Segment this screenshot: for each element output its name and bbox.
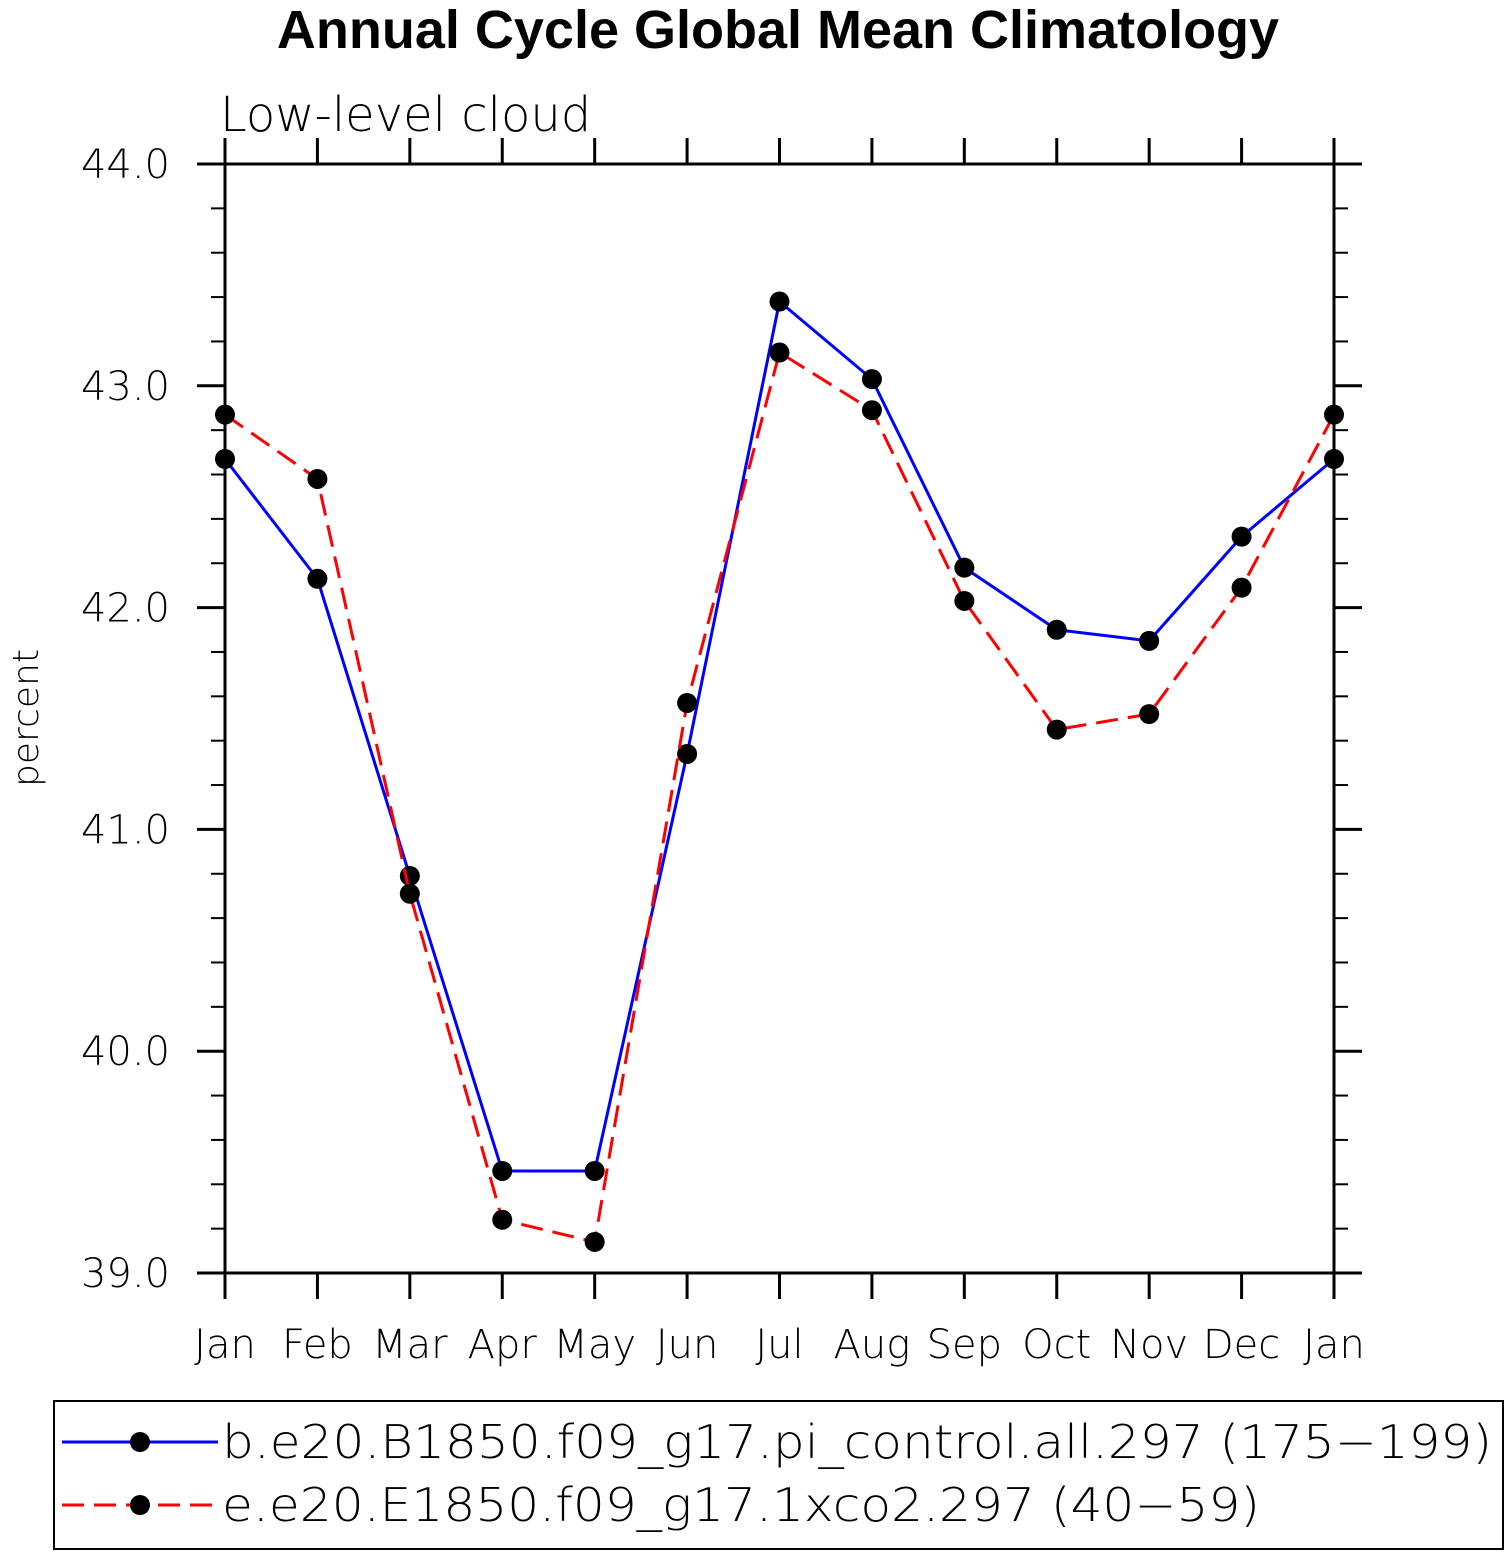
data-point	[861, 369, 882, 390]
legend: b.e20.B1850.f09_g17.pi_control.all.297 (…	[53, 1400, 1504, 1550]
y-tick-label: 44.0	[81, 142, 170, 188]
data-point	[584, 1231, 605, 1252]
chart-title: Annual Cycle Global Mean Climatology	[277, 0, 1279, 60]
x-tick-label: Sep	[927, 1322, 1002, 1368]
y-tick-label: 42.0	[81, 586, 170, 632]
x-tick-label: Mar	[372, 1322, 448, 1368]
data-point	[769, 291, 790, 312]
y-tick-labels: 39.0 40.0 41.0 42.0 43.0 44.0	[81, 142, 170, 1297]
data-point	[307, 568, 328, 589]
y-tick-label: 41.0	[81, 807, 170, 853]
legend-label-2: e.e20.E1850.f09_g17.1xco2.297 (40−59)	[222, 1478, 1260, 1532]
data-point	[1231, 526, 1252, 547]
data-point	[1139, 630, 1160, 651]
plot-frame	[223, 162, 1336, 1275]
x-tick-labels: Jan Feb Mar Apr May Jun Jul Aug Sep Oct Nov Dec Jan	[194, 1322, 1365, 1368]
data-point	[1139, 704, 1160, 725]
x-tick-label: Jun	[656, 1322, 719, 1368]
data-point	[399, 883, 420, 904]
x-tick-label: Oct	[1022, 1322, 1091, 1368]
x-tick-label: Apr	[468, 1322, 538, 1368]
legend-box	[53, 1400, 1504, 1550]
series-1	[215, 291, 1344, 1181]
axis-ticks	[197, 138, 1362, 1299]
x-tick-label: Jan	[194, 1322, 256, 1368]
x-tick-label: Nov	[1110, 1322, 1188, 1368]
y-tick-label: 39.0	[81, 1251, 170, 1297]
series-layer	[215, 291, 1344, 1252]
y-axis-label: percent	[6, 649, 47, 787]
data-point	[1231, 577, 1252, 598]
x-tick-label: Aug	[834, 1322, 911, 1368]
legend-marker-2	[130, 1495, 150, 1515]
series-line	[224, 350, 1336, 1244]
legend-items: b.e20.B1850.f09_g17.pi_control.all.297 (…	[62, 1415, 1492, 1532]
data-point	[954, 590, 975, 611]
data-point	[1046, 719, 1067, 740]
data-point	[584, 1160, 605, 1181]
data-point	[1046, 619, 1067, 640]
data-point	[677, 692, 698, 713]
legend-marker-1	[130, 1432, 150, 1452]
data-point	[492, 1160, 513, 1181]
series-line	[223, 298, 1335, 1173]
data-point	[769, 342, 790, 363]
data-point	[677, 743, 698, 764]
chart-subtitle: Low-level cloud	[220, 87, 591, 143]
legend-label-1: b.e20.B1850.f09_g17.pi_control.all.297 (…	[222, 1415, 1492, 1469]
x-tick-label: Dec	[1203, 1322, 1280, 1368]
y-tick-label: 40.0	[81, 1029, 170, 1075]
x-tick-label: Feb	[282, 1322, 353, 1368]
x-tick-label: Jul	[755, 1322, 803, 1368]
y-tick-label: 43.0	[81, 364, 170, 410]
data-point	[399, 865, 420, 886]
x-tick-label: May	[553, 1322, 636, 1368]
x-tick-label: Jan	[1303, 1322, 1365, 1368]
data-point	[954, 557, 975, 578]
data-point	[307, 468, 328, 489]
data-point	[492, 1209, 513, 1230]
data-point	[861, 400, 882, 421]
